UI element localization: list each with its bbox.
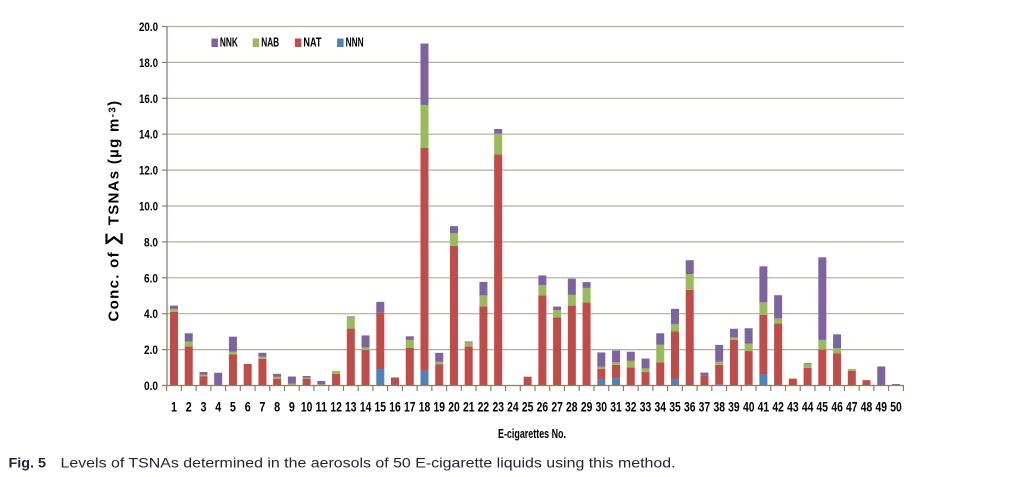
svg-text:40: 40: [743, 398, 755, 414]
svg-text:6: 6: [245, 398, 251, 414]
svg-text:45: 45: [817, 398, 829, 414]
svg-text:15: 15: [375, 398, 387, 414]
svg-text:27: 27: [551, 398, 563, 414]
svg-text:8.0: 8.0: [144, 237, 158, 249]
svg-text:32: 32: [625, 398, 637, 414]
svg-text:39: 39: [728, 398, 740, 414]
svg-text:34: 34: [654, 398, 666, 414]
svg-text:22: 22: [478, 398, 490, 414]
svg-text:6.0: 6.0: [144, 273, 158, 285]
svg-text:43: 43: [787, 398, 799, 414]
svg-text:31: 31: [610, 398, 622, 414]
svg-text:12.0: 12.0: [139, 166, 158, 178]
svg-text:NNK: NNK: [220, 36, 238, 50]
svg-text:19: 19: [433, 398, 445, 414]
svg-text:4.0: 4.0: [144, 309, 158, 321]
svg-text:26: 26: [537, 398, 549, 414]
svg-text:16.0: 16.0: [139, 94, 158, 106]
svg-text:11: 11: [316, 398, 328, 414]
svg-text:46: 46: [831, 398, 843, 414]
svg-text:18.0: 18.0: [139, 58, 158, 70]
svg-text:50: 50: [890, 398, 902, 414]
svg-text:16: 16: [389, 398, 401, 414]
svg-text:24: 24: [507, 398, 519, 414]
svg-text:1: 1: [171, 398, 177, 414]
svg-text:13: 13: [345, 398, 357, 414]
svg-text:4: 4: [215, 398, 221, 414]
svg-text:3: 3: [201, 398, 207, 414]
svg-text:28: 28: [566, 398, 578, 414]
svg-text:5: 5: [230, 398, 236, 414]
svg-text:10: 10: [301, 398, 313, 414]
svg-text:38: 38: [713, 398, 725, 414]
svg-text:35: 35: [669, 398, 681, 414]
svg-text:44: 44: [802, 398, 814, 414]
svg-text:23: 23: [492, 398, 504, 414]
svg-text:21: 21: [463, 398, 475, 414]
svg-text:14: 14: [360, 398, 372, 414]
svg-text:17: 17: [404, 398, 416, 414]
svg-text:E-cigarettes No.: E-cigarettes No.: [498, 427, 566, 441]
svg-text:2: 2: [186, 398, 192, 414]
svg-text:25: 25: [522, 398, 534, 414]
svg-text:29: 29: [581, 398, 593, 414]
svg-text:NAB: NAB: [261, 36, 279, 50]
svg-text:10.0: 10.0: [139, 202, 158, 214]
svg-text:47: 47: [846, 398, 858, 414]
svg-text:Fig. 5: Fig. 5: [9, 455, 47, 471]
svg-text:14.0: 14.0: [139, 130, 158, 142]
svg-text:41: 41: [758, 398, 770, 414]
svg-text:NNN: NNN: [346, 36, 364, 50]
svg-text:7: 7: [259, 398, 265, 414]
svg-text:36: 36: [684, 398, 696, 414]
svg-text:NAT: NAT: [303, 36, 321, 50]
svg-text:8: 8: [274, 398, 280, 414]
svg-text:48: 48: [861, 398, 873, 414]
svg-text:49: 49: [876, 398, 888, 414]
svg-text:0.0: 0.0: [144, 381, 158, 393]
svg-text:18: 18: [419, 398, 431, 414]
svg-text:9: 9: [289, 398, 295, 414]
svg-text:12: 12: [330, 398, 342, 414]
svg-text:Conc. of ∑ TSNAs (µg m-3): Conc. of ∑ TSNAs (µg m-3): [103, 100, 124, 322]
svg-text:42: 42: [772, 398, 784, 414]
svg-text:20: 20: [448, 398, 460, 414]
svg-text:30: 30: [596, 398, 608, 414]
svg-text:20.0: 20.0: [139, 22, 158, 34]
svg-text:37: 37: [699, 398, 711, 414]
svg-text:33: 33: [640, 398, 652, 414]
svg-text:Levels of TSNAs determined in: Levels of TSNAs determined in the aeroso…: [61, 455, 676, 471]
svg-text:2.0: 2.0: [144, 345, 158, 357]
